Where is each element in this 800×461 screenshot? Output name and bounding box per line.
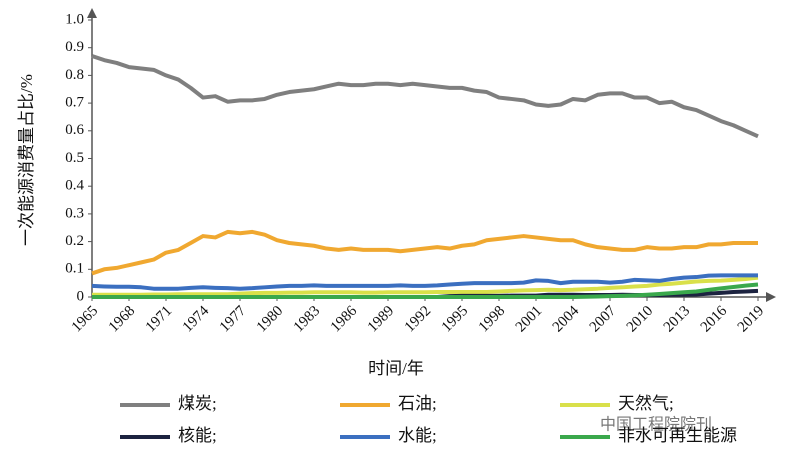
x-tick-label: 1983 xyxy=(291,303,324,336)
x-tick-label: 1965 xyxy=(69,303,102,336)
legend-label: 水能; xyxy=(398,426,437,445)
watermark: 中国工程院院刊 xyxy=(600,415,712,434)
legend-label: 核能; xyxy=(178,426,217,445)
x-tick-label: 1977 xyxy=(217,303,250,336)
x-tick-label: 1989 xyxy=(365,303,398,336)
y-axis-label: 一次能源消费量占比/% xyxy=(17,74,36,246)
x-axis-arrow xyxy=(766,292,776,302)
y-axis-arrow xyxy=(87,8,97,18)
x-tick-label: 1986 xyxy=(328,303,361,336)
y-tick-label: 0.4 xyxy=(65,178,84,194)
x-tick-label: 2013 xyxy=(661,303,694,336)
x-tick-label: 1998 xyxy=(476,303,509,336)
y-tick-label: 0.3 xyxy=(65,205,84,221)
x-tick-label: 1992 xyxy=(402,303,435,336)
series-line xyxy=(91,229,758,276)
x-tick-label: 2016 xyxy=(698,303,731,336)
y-tick-label: 0.9 xyxy=(65,39,84,55)
y-tick-label: 0.5 xyxy=(65,150,84,166)
y-tick-label: 1.0 xyxy=(65,11,84,27)
legend-label: 天然气; xyxy=(618,394,674,413)
series-line xyxy=(92,275,759,297)
x-tick-label: 2019 xyxy=(735,303,768,336)
y-tick-label: 0.7 xyxy=(65,95,84,111)
x-tick-label: 2007 xyxy=(587,303,620,336)
legend: 煤炭; 石油; 天然气; 核能; 水能; 非水可再生能源 xyxy=(120,394,737,445)
x-tick-label: 1980 xyxy=(254,303,287,336)
series-line xyxy=(91,273,758,291)
legend-label: 非水可再生能源 xyxy=(618,426,737,445)
y-tick-label: 0.1 xyxy=(65,261,84,277)
y-tick-label: 0.8 xyxy=(65,67,84,83)
y-tick-label: 0.6 xyxy=(65,122,84,138)
series-line xyxy=(92,282,759,299)
legend-label: 石油; xyxy=(398,394,437,413)
x-tick-label: 1974 xyxy=(180,303,213,336)
x-tick-label: 1995 xyxy=(439,303,472,336)
x-tick-label: 1971 xyxy=(143,303,176,336)
legend-label: 煤炭; xyxy=(178,394,217,413)
x-tick-label: 2010 xyxy=(624,303,657,336)
x-tick-label: 2004 xyxy=(550,303,583,336)
series-line xyxy=(91,54,759,139)
y-tick-label: 0.2 xyxy=(65,233,84,249)
x-tick-label: 2001 xyxy=(513,303,546,336)
x-tick-label: 1968 xyxy=(106,303,139,336)
x-axis-label: 时间/年 xyxy=(368,359,424,378)
y-tick-label: 0 xyxy=(77,288,85,304)
